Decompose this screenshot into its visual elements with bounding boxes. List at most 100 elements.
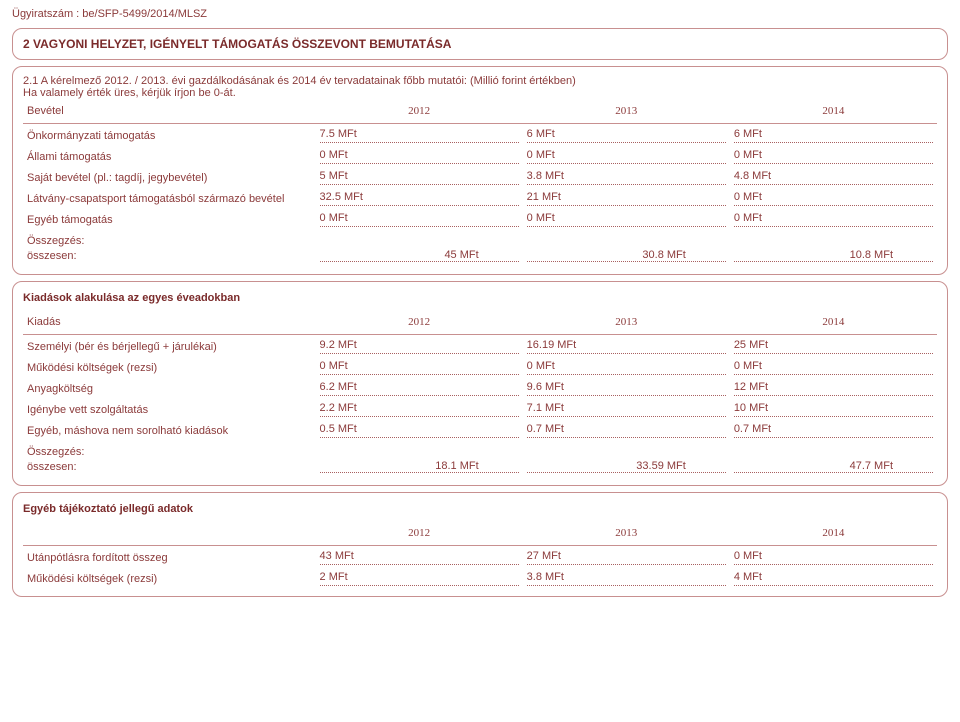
other-section: Egyéb tájékoztató jellegű adatok 2012 20… — [12, 492, 948, 597]
row-label: Önkormányzati támogatás — [23, 124, 316, 145]
other-title: Egyéb tájékoztató jellegű adatok — [23, 501, 937, 521]
cell-value: 0.7 MFt — [527, 423, 726, 438]
table-row: Egyéb, máshova nem sorolható kiadások 0.… — [23, 419, 937, 440]
row-label: Működési költségek (rezsi) — [23, 356, 316, 377]
cell-value: 0 MFt — [320, 149, 519, 164]
expenses-table: Kiadás 2012 2013 2014 Személyi (bér és b… — [23, 310, 937, 477]
row-label: Állami támogatás — [23, 145, 316, 166]
expenses-section: Kiadások alakulása az egyes éveadokban K… — [12, 281, 948, 486]
table-row: Igénybe vett szolgáltatás 2.2 MFt 7.1 MF… — [23, 398, 937, 419]
cell-value: 6 MFt — [734, 128, 933, 143]
table-row: Látvány-csapatsport támogatásból származ… — [23, 187, 937, 208]
sum-label: Összegzés: — [23, 229, 937, 247]
row-label: Anyagköltség — [23, 377, 316, 398]
sum-label-row: Összegzés: — [23, 229, 937, 247]
year-col-0: 2012 — [316, 310, 523, 335]
cell-value: 0.7 MFt — [734, 423, 933, 438]
cell-value: 0.5 MFt — [320, 423, 519, 438]
cell-value: 10 MFt — [734, 402, 933, 417]
year-col-0: 2012 — [316, 99, 523, 124]
doc-number: Ügyiratszám : be/SFP-5499/2014/MLSZ — [12, 8, 948, 20]
expenses-header-row: Kiadás 2012 2013 2014 — [23, 310, 937, 335]
year-col-2: 2014 — [730, 99, 937, 124]
cell-value: 2.2 MFt — [320, 402, 519, 417]
sum-row: összesen: 45 MFt 30.8 MFt 10.8 MFt — [23, 247, 937, 266]
cell-value: 0 MFt — [320, 212, 519, 227]
row-label: Egyéb támogatás — [23, 208, 316, 229]
table-row: Egyéb támogatás 0 MFt 0 MFt 0 MFt — [23, 208, 937, 229]
revenue-section: 2.1 A kérelmező 2012. / 2013. évi gazdál… — [12, 66, 948, 275]
year-col-2: 2014 — [730, 521, 937, 546]
cell-value: 4.8 MFt — [734, 170, 933, 185]
subsection-line: 2.1 A kérelmező 2012. / 2013. évi gazdál… — [23, 75, 937, 87]
cell-value: 0 MFt — [734, 191, 933, 206]
main-section-header: 2 VAGYONI HELYZET, IGÉNYELT TÁMOGATÁS ÖS… — [12, 28, 948, 60]
section-title: 2 VAGYONI HELYZET, IGÉNYELT TÁMOGATÁS ÖS… — [23, 37, 937, 51]
sum-value: 18.1 MFt — [320, 460, 519, 473]
table-row: Utánpótlásra fordított összeg 43 MFt 27 … — [23, 546, 937, 567]
cell-value: 12 MFt — [734, 381, 933, 396]
sum-row: összesen: 18.1 MFt 33.59 MFt 47.7 MFt — [23, 458, 937, 477]
row-label: Saját bevétel (pl.: tagdíj, jegybevétel) — [23, 166, 316, 187]
cell-value: 5 MFt — [320, 170, 519, 185]
cell-value: 7.5 MFt — [320, 128, 519, 143]
sum-value: 30.8 MFt — [527, 249, 726, 262]
cell-value: 43 MFt — [320, 550, 519, 565]
table-row: Saját bevétel (pl.: tagdíj, jegybevétel)… — [23, 166, 937, 187]
cell-value: 0 MFt — [734, 360, 933, 375]
sum-row-label: összesen: — [23, 247, 316, 266]
table-row: Állami támogatás 0 MFt 0 MFt 0 MFt — [23, 145, 937, 166]
table-row: Önkormányzati támogatás 7.5 MFt 6 MFt 6 … — [23, 124, 937, 145]
expenses-header-label: Kiadás — [23, 310, 316, 335]
cell-value: 9.6 MFt — [527, 381, 726, 396]
revenue-table: Bevétel 2012 2013 2014 Önkormányzati tám… — [23, 99, 937, 266]
year-col-2: 2014 — [730, 310, 937, 335]
table-row: Személyi (bér és bérjellegű + járulékai)… — [23, 335, 937, 356]
year-col-1: 2013 — [523, 310, 730, 335]
cell-value: 0 MFt — [734, 550, 933, 565]
row-label: Egyéb, máshova nem sorolható kiadások — [23, 419, 316, 440]
cell-value: 9.2 MFt — [320, 339, 519, 354]
cell-value: 3.8 MFt — [527, 170, 726, 185]
revenue-header-row: Bevétel 2012 2013 2014 — [23, 99, 937, 124]
cell-value: 0 MFt — [527, 360, 726, 375]
row-label: Látvány-csapatsport támogatásból származ… — [23, 187, 316, 208]
cell-value: 0 MFt — [527, 212, 726, 227]
cell-value: 27 MFt — [527, 550, 726, 565]
subsection-desc: Ha valamely érték üres, kérjük írjon be … — [23, 87, 937, 99]
sum-label: Összegzés: — [23, 440, 937, 458]
year-col-0: 2012 — [316, 521, 523, 546]
sum-label-row: Összegzés: — [23, 440, 937, 458]
row-label: Igénybe vett szolgáltatás — [23, 398, 316, 419]
year-col-1: 2013 — [523, 521, 730, 546]
sum-value: 45 MFt — [320, 249, 519, 262]
cell-value: 0 MFt — [527, 149, 726, 164]
revenue-header-label: Bevétel — [23, 99, 316, 124]
cell-value: 16.19 MFt — [527, 339, 726, 354]
table-row: Anyagköltség 6.2 MFt 9.6 MFt 12 MFt — [23, 377, 937, 398]
row-label: Utánpótlásra fordított összeg — [23, 546, 316, 567]
cell-value: 0 MFt — [734, 212, 933, 227]
sum-row-label: összesen: — [23, 458, 316, 477]
cell-value: 6 MFt — [527, 128, 726, 143]
cell-value: 25 MFt — [734, 339, 933, 354]
sum-value: 33.59 MFt — [527, 460, 726, 473]
cell-value: 6.2 MFt — [320, 381, 519, 396]
sum-value: 47.7 MFt — [734, 460, 933, 473]
cell-value: 32.5 MFt — [320, 191, 519, 206]
year-col-1: 2013 — [523, 99, 730, 124]
other-table: 2012 2013 2014 Utánpótlásra fordított ös… — [23, 521, 937, 588]
cell-value: 0 MFt — [320, 360, 519, 375]
cell-value: 0 MFt — [734, 149, 933, 164]
row-label: Működési költségek (rezsi) — [23, 567, 316, 588]
cell-value: 2 MFt — [320, 571, 519, 586]
row-label: Személyi (bér és bérjellegű + járulékai) — [23, 335, 316, 356]
cell-value: 21 MFt — [527, 191, 726, 206]
other-header-row: 2012 2013 2014 — [23, 521, 937, 546]
cell-value: 7.1 MFt — [527, 402, 726, 417]
cell-value: 3.8 MFt — [527, 571, 726, 586]
sum-value: 10.8 MFt — [734, 249, 933, 262]
cell-value: 4 MFt — [734, 571, 933, 586]
other-header-label — [23, 521, 316, 546]
expenses-title: Kiadások alakulása az egyes éveadokban — [23, 290, 937, 310]
